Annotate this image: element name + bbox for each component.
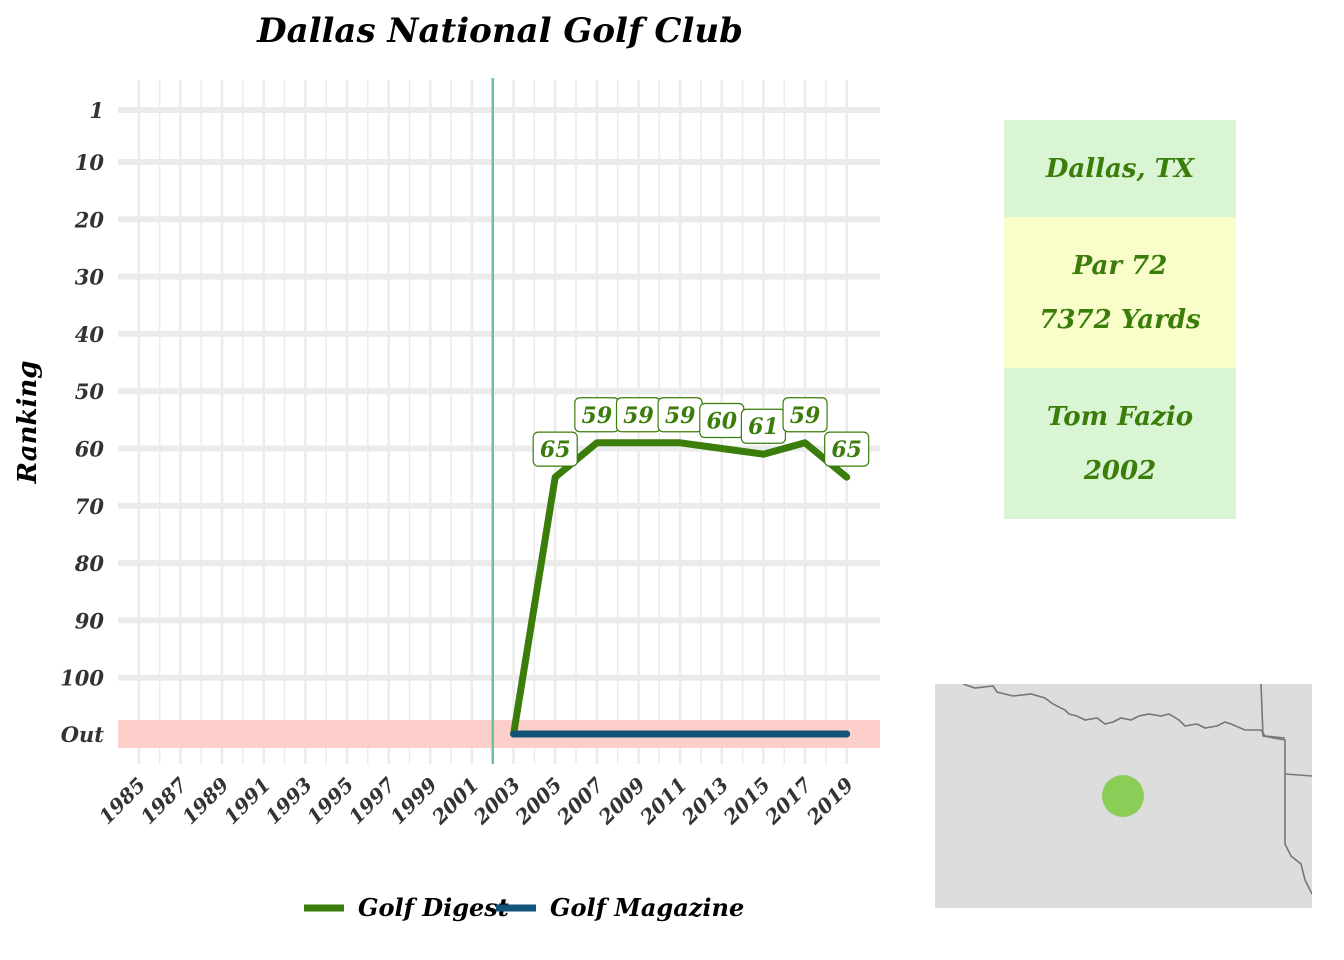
x-tick-label: 1993 [261, 773, 317, 829]
x-tick-label: 1991 [219, 773, 275, 829]
chart-title: Dallas National Golf Club [256, 11, 743, 51]
data-label-layer: 65 59 59 59 60 61 59 65 [532, 397, 870, 467]
x-tick-label: 2007 [551, 773, 608, 830]
y-tick-label: 60 [75, 437, 105, 462]
course-stats-box: Par 72 7372 Yards [1004, 217, 1236, 368]
y-tick-label: 50 [75, 379, 105, 404]
x-tick-label: 2013 [676, 773, 733, 830]
architect-box: Tom Fazio 2002 [1004, 368, 1236, 519]
legend: Golf Digest Golf Magazine [304, 893, 744, 922]
x-tick-label: 2009 [593, 773, 650, 830]
y-tick-label: 100 [60, 666, 104, 691]
x-tick-label: 1999 [385, 773, 441, 829]
data-label-box [782, 397, 828, 433]
x-tick-label: 2015 [718, 773, 775, 830]
y-tick-label: 90 [75, 608, 105, 633]
data-label: 59 [790, 403, 821, 429]
location-text: Dallas, TX [1045, 153, 1195, 184]
legend-label: Golf Digest [358, 893, 509, 922]
x-tick-label: 2001 [426, 773, 483, 830]
yards-text: 7372 Yards [1039, 304, 1201, 335]
year-text: 2002 [1083, 455, 1157, 486]
y-tick-label: 10 [75, 150, 105, 175]
data-label: 61 [748, 414, 779, 440]
data-label: 60 [706, 409, 737, 435]
x-tick-label: 2011 [635, 773, 692, 830]
data-label-box [824, 431, 870, 467]
x-tick-label: 1997 [344, 773, 400, 829]
x-tick-label: 1995 [302, 773, 358, 829]
x-tick-label: 2019 [801, 773, 858, 830]
y-tick-label: Out [61, 722, 105, 747]
map-svg [962, 684, 1312, 895]
course-location-marker [1102, 775, 1144, 817]
x-tick-label: 2003 [468, 773, 525, 830]
y-axis-title: Ranking [13, 361, 43, 485]
y-tick-label: 40 [75, 322, 105, 347]
par-text: Par 72 [1072, 250, 1168, 281]
architect-text: Tom Fazio [1046, 401, 1194, 432]
course-info-panel: Dallas, TX Par 72 7372 Yards Tom Fazio 2… [1004, 120, 1236, 519]
x-tick-label: 1985 [94, 773, 150, 829]
location-box: Dallas, TX [1004, 120, 1236, 217]
x-tick-label: 2005 [510, 773, 567, 830]
data-label-box [532, 431, 578, 467]
y-tick-label: 1 [89, 98, 104, 123]
data-label: 59 [623, 403, 654, 429]
y-tick-label: 80 [74, 551, 105, 576]
x-tick-label: 1989 [177, 773, 233, 829]
x-tick-label: 2017 [760, 773, 817, 830]
y-tick-label: 70 [75, 494, 105, 519]
data-label: 65 [831, 437, 862, 463]
data-label: 59 [665, 403, 696, 429]
state-border-north [962, 684, 1286, 739]
data-label: 59 [582, 403, 613, 429]
state-border-east [1260, 684, 1312, 895]
state-border-east-2 [1284, 773, 1312, 777]
ranking-chart: 65 59 59 59 60 61 59 65 1 10 20 30 40 50 60 70 80 90 100 O… [13, 11, 880, 922]
x-tick-label: 1987 [136, 773, 192, 829]
y-tick-label: 20 [74, 207, 105, 232]
location-map [935, 684, 1312, 908]
legend-label: Golf Magazine [550, 893, 744, 922]
y-tick-label: 30 [75, 265, 105, 290]
data-label: 65 [540, 437, 571, 463]
